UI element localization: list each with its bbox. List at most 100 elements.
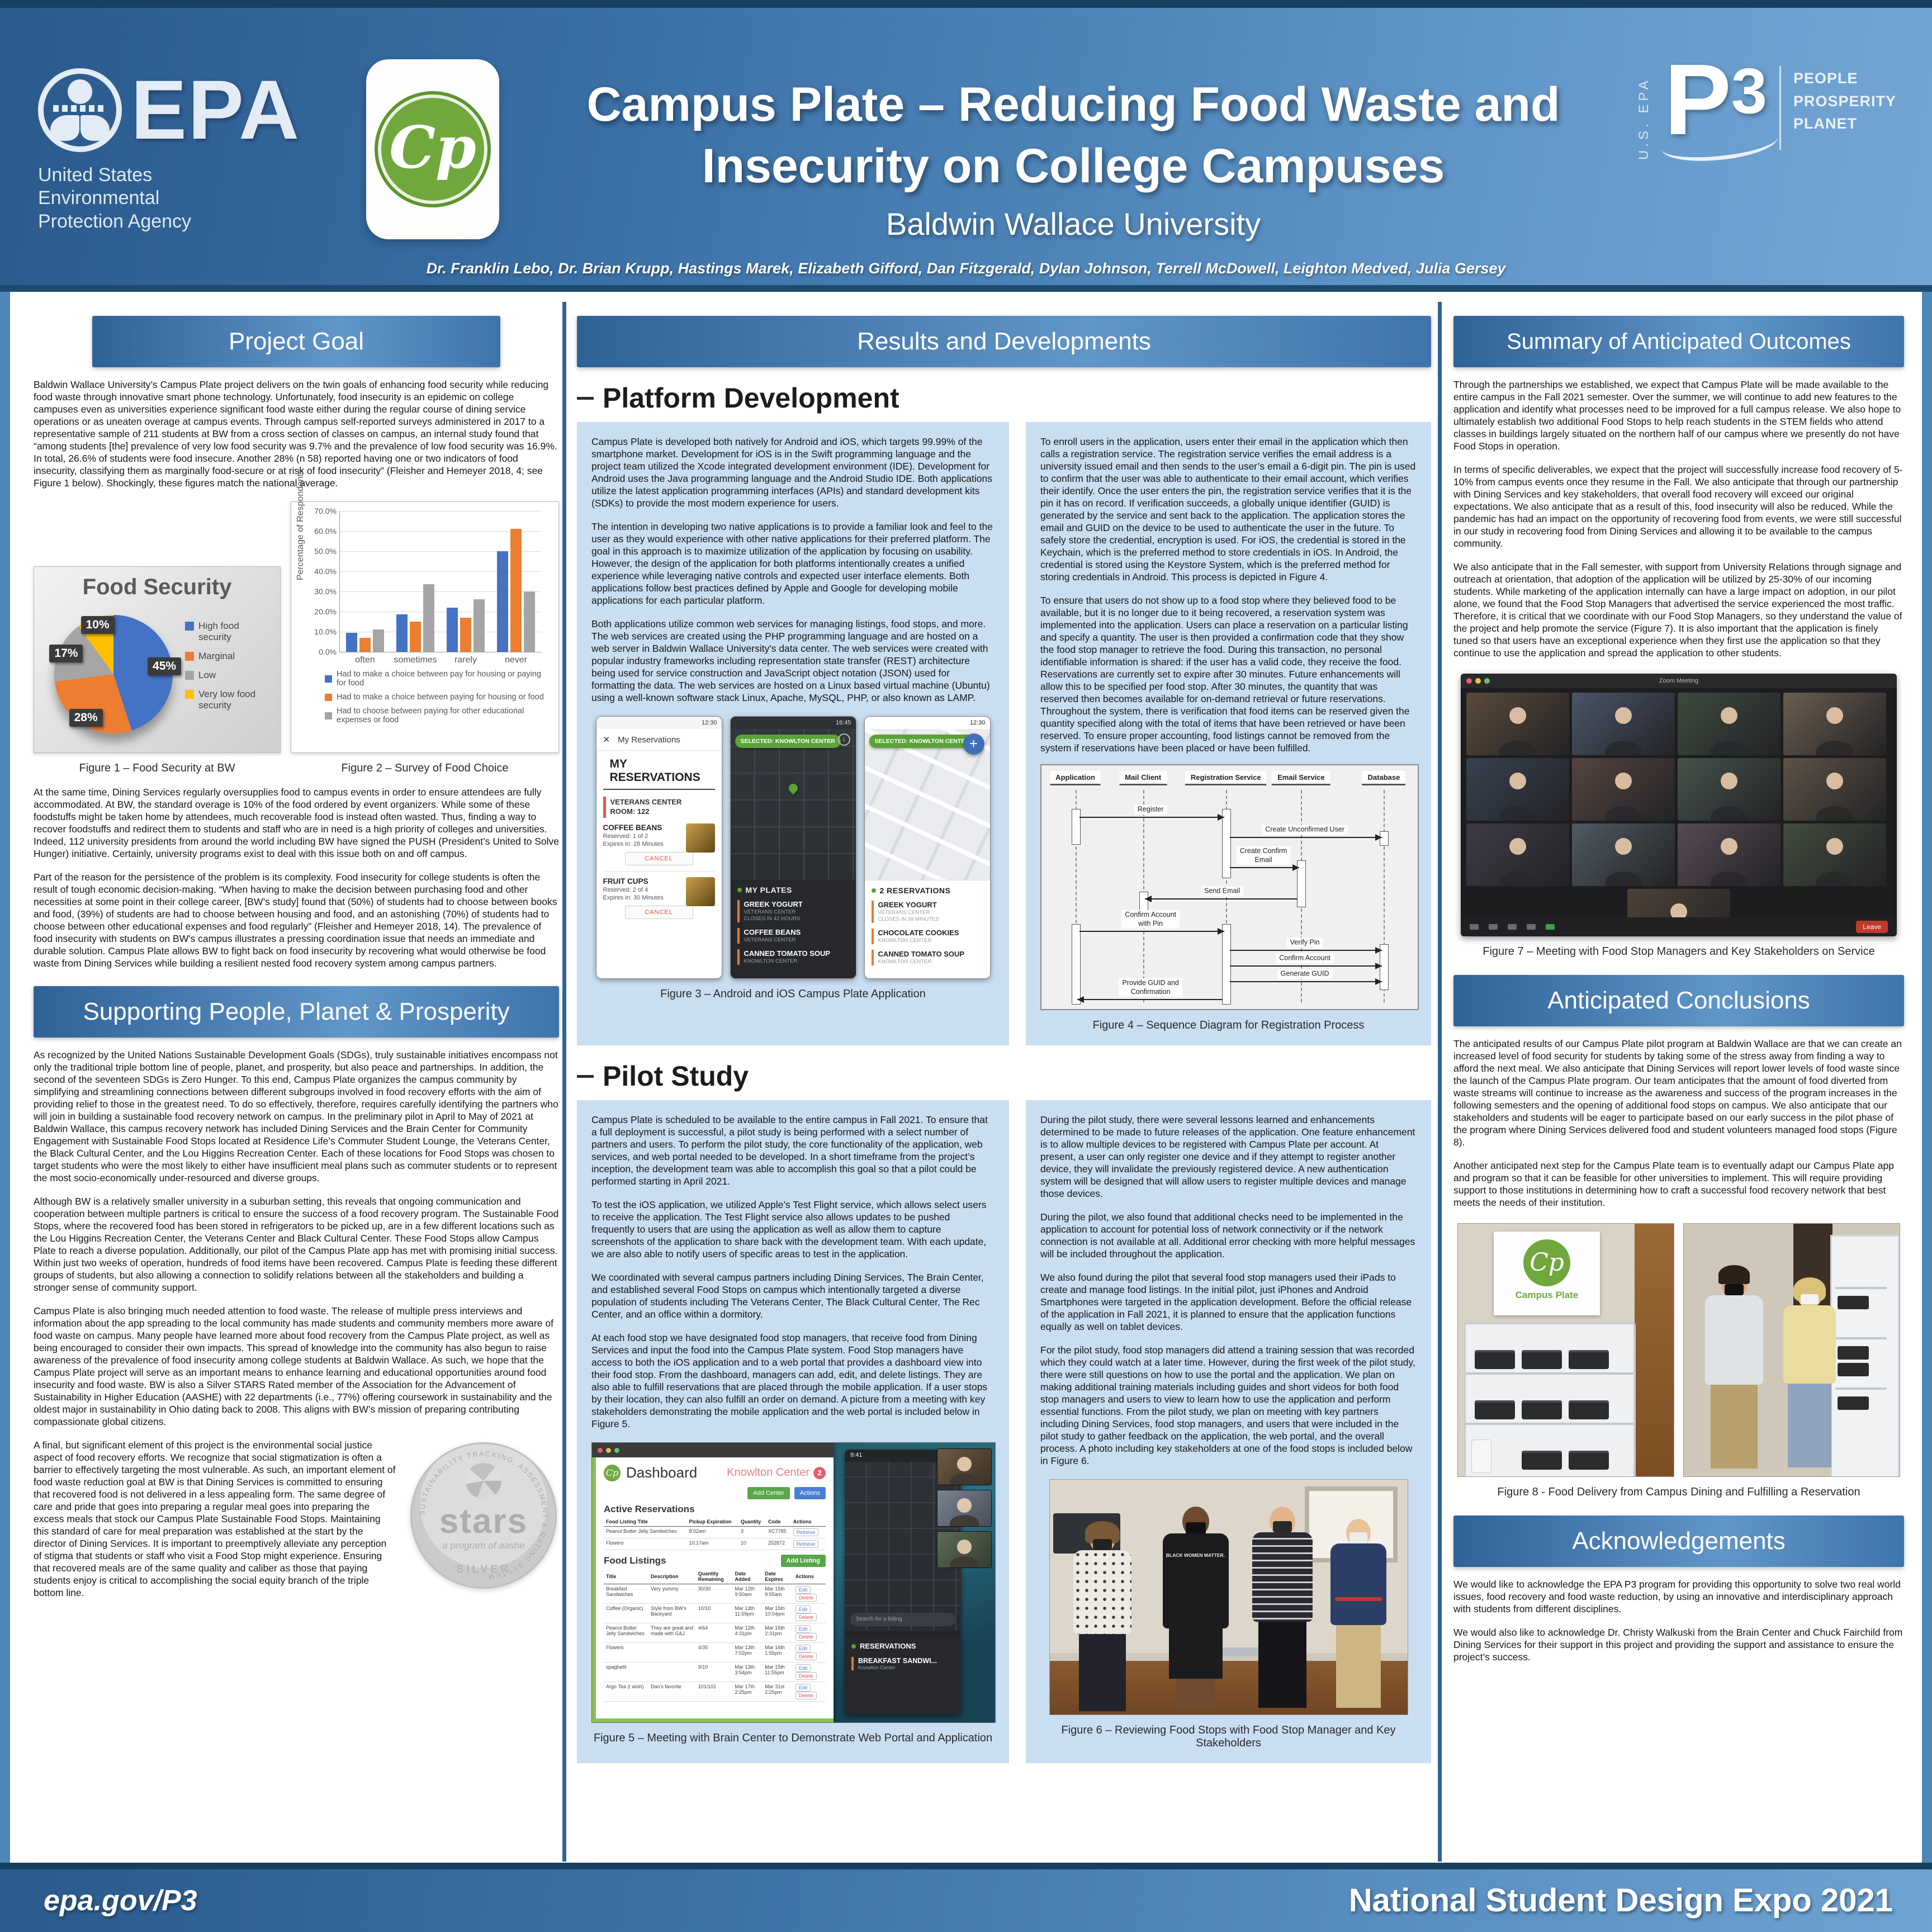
window-minimize-icon bbox=[606, 1447, 611, 1453]
epa-acronym: EPA bbox=[131, 63, 301, 157]
retrieve-button: Retrieve bbox=[793, 1528, 819, 1536]
edit-button: Edit bbox=[795, 1625, 811, 1633]
university-name: Baldwin Wallace University bbox=[886, 206, 1261, 242]
bar-chart-plot: 0.0% 10.0% 20.0% 30.0% 40.0% 50.0% 60.0% 70.0% o… bbox=[314, 506, 541, 665]
participant-grid bbox=[1461, 688, 1897, 936]
edit-button: Edit bbox=[795, 1606, 811, 1613]
section-title-acknowledgements: Acknowledgements bbox=[1453, 1516, 1904, 1567]
add-center-button: Add Center bbox=[747, 1487, 790, 1499]
platform-right-paragraph-1: To enroll users in the application, user… bbox=[1040, 436, 1416, 583]
epa-agency-name: United States Environmental Protection A… bbox=[38, 164, 192, 232]
listing-item: CANNED TOMATO SOUP KNOWLTON CENTER bbox=[871, 950, 983, 966]
pilot-right-paragraph-2: During the pilot, we also found that add… bbox=[1040, 1211, 1415, 1259]
bar-chart-legend: Had to make a choice between pay for hou… bbox=[325, 670, 548, 730]
map-dark bbox=[730, 729, 856, 880]
campus-plate-circle-icon: Cp bbox=[375, 91, 491, 207]
pilot-left-paragraph-2: To test the iOS application, we utilized… bbox=[591, 1199, 987, 1259]
web-portal-window: Cp Dashboard Knowlton Center 2 Add Cente… bbox=[592, 1443, 834, 1722]
app-screen-map-light: 12:30 SELECTED: KNOWLTON CENTER + 2 RESE… bbox=[864, 716, 991, 979]
window-close-icon bbox=[1466, 678, 1472, 684]
zoom-toolbar: Leave bbox=[1461, 917, 1897, 936]
reservation-item: FRUIT CUPS Reserved: 2 of 4 Expires in: … bbox=[603, 877, 715, 919]
stars-silver-badge: SUSTAINABILITY TRACKING, ASSESSMENT & RA… bbox=[410, 1442, 557, 1589]
platform-boxes: Campus Plate is developed both natively … bbox=[577, 422, 1431, 1045]
reservations-sheet: 2 RESERVATIONS GREEK YOGURT VETERANS CEN… bbox=[864, 880, 990, 978]
open-fridge bbox=[1830, 1235, 1900, 1476]
poster-title-line1: Campus Plate – Reducing Food Waste and bbox=[586, 78, 1560, 131]
participant-video-tile bbox=[1572, 758, 1675, 821]
delete-button: Delete bbox=[795, 1594, 817, 1602]
column-divider-1 bbox=[562, 302, 566, 1862]
status-dot-icon bbox=[871, 888, 876, 893]
p3-separator bbox=[1779, 66, 1781, 150]
section-title-supporting: Supporting People, Planet & Prosperity bbox=[34, 986, 559, 1038]
platform-left-paragraph-1: Campus Plate is developed both natively … bbox=[591, 436, 992, 509]
pilot-left-paragraph-1: Campus Plate is scheduled to be availabl… bbox=[591, 1114, 988, 1187]
delete-button: Delete bbox=[795, 1633, 817, 1641]
figure7-zoom-meeting: Zoom Meeting Leave bbox=[1461, 674, 1897, 936]
selected-center-pill: SELECTED: KNOWLTON CENTER bbox=[869, 735, 975, 748]
figure8-reservation-photo bbox=[1683, 1223, 1900, 1477]
delete-button: Delete bbox=[795, 1652, 817, 1660]
figure6-photo: BLACK WOMEN MATTER. bbox=[1049, 1479, 1408, 1715]
figure3-caption: Figure 3 – Android and iOS Campus Plate … bbox=[660, 988, 926, 1000]
participant-video-tile bbox=[1466, 823, 1569, 886]
fridge-interior bbox=[1464, 1322, 1636, 1476]
participant-video-tile bbox=[1783, 693, 1886, 755]
pilot-right-box: During the pilot study, there were sever… bbox=[1026, 1100, 1431, 1763]
add-listing-fab: + bbox=[963, 733, 984, 755]
acknowledgements-paragraph-1: We would like to acknowledge the EPA P3 … bbox=[1453, 1579, 1901, 1614]
figure1-food-security-pie: Food Security High food security Margina… bbox=[34, 566, 281, 775]
my-plates-sheet: MY PLATES GREEK YOGURT VETERANS CENTER C… bbox=[730, 880, 856, 978]
supporting-paragraph-1: As recognized by the United Nations Sust… bbox=[34, 1049, 558, 1183]
window-zoom-icon bbox=[1484, 678, 1490, 684]
figure2-caption: Figure 2 – Survey of Food Choice bbox=[341, 762, 509, 774]
food-photo-thumbnail bbox=[685, 877, 715, 906]
participant-video-tile bbox=[1678, 758, 1781, 821]
participant-video-tile bbox=[1572, 693, 1675, 755]
middle-column: Results and Developments Platform Develo… bbox=[577, 316, 1431, 1763]
person-floral-blouse bbox=[1069, 1521, 1136, 1715]
subsection-pilot-study: Pilot Study bbox=[577, 1060, 1431, 1092]
share-screen-icon bbox=[1546, 924, 1555, 930]
left-column: Project Goal Baldwin Wallace University’… bbox=[34, 316, 559, 1599]
participant-video-tile bbox=[1466, 693, 1569, 755]
participant-video-tile bbox=[1783, 823, 1886, 886]
person-black-tee: BLACK WOMEN MATTER. bbox=[1159, 1507, 1232, 1715]
right-column: Summary of Anticipated Outcomes Through … bbox=[1453, 316, 1904, 1663]
expo-title: National Student Design Expo 2021 bbox=[1348, 1882, 1893, 1919]
window-minimize-icon bbox=[1475, 678, 1481, 684]
participant-video-tile bbox=[1678, 823, 1781, 886]
search-input: Search for a listing bbox=[850, 1613, 955, 1626]
figure5-web-portal-demo: Cp Dashboard Knowlton Center 2 Add Cente… bbox=[591, 1442, 996, 1723]
top-border-line bbox=[0, 0, 1932, 8]
pie-chart-title: Food Security bbox=[82, 575, 232, 599]
project-goal-paragraph-2: At the same time, Dining Services regula… bbox=[34, 787, 560, 859]
figure1-caption: Figure 1 – Food Security at BW bbox=[79, 762, 235, 774]
edit-button: Edit bbox=[795, 1645, 811, 1652]
acknowledgements-paragraph-2: We would also like to acknowledge Dr. Ch… bbox=[1453, 1627, 1903, 1663]
pilot-boxes: Campus Plate is scheduled to be availabl… bbox=[577, 1100, 1431, 1763]
column-divider-2 bbox=[1438, 302, 1442, 1862]
edit-button: Edit bbox=[795, 1684, 811, 1692]
center-count-badge: 2 bbox=[813, 1466, 826, 1479]
section-title-project-goal: Project Goal bbox=[92, 316, 500, 367]
active-reservations-table: Food Listing Title Pickup Expiration Quant… bbox=[604, 1517, 826, 1550]
listing-item: GREEK YOGURT VETERANS CENTER CLOSES IN 3… bbox=[871, 901, 983, 923]
pilot-right-paragraph-3: We also found during the pilot that seve… bbox=[1040, 1272, 1412, 1332]
pilot-right-paragraph-4: For the pilot study, food stop managers … bbox=[1040, 1344, 1415, 1466]
reservation-location: VETERANS CENTER ROOM: 122 bbox=[603, 797, 715, 818]
edit-button: Edit bbox=[795, 1664, 811, 1672]
conclusions-paragraph-2: Another anticipated next step for the Ca… bbox=[1453, 1160, 1894, 1208]
listing-item: COFFEE BEANS VETERANS CENTER bbox=[737, 928, 849, 944]
participants-icon bbox=[1508, 924, 1517, 930]
authors-line: Dr. Franklin Lebo, Dr. Brian Krupp, Hast… bbox=[426, 260, 1506, 277]
poster-title-block: Campus Plate – Reducing Food Waste and I… bbox=[520, 74, 1627, 242]
epa-flower-icon bbox=[38, 68, 122, 152]
supporting-paragraph-4-with-badge: SUSTAINABILITY TRACKING, ASSESSMENT & RA… bbox=[34, 1428, 559, 1599]
chat-icon bbox=[1527, 924, 1536, 930]
poster-title-line2: Insecurity on College Campuses bbox=[702, 139, 1445, 193]
header-divider bbox=[0, 285, 1932, 292]
food-listings-table: Title Description Quantity Remaining Date A… bbox=[604, 1569, 826, 1702]
